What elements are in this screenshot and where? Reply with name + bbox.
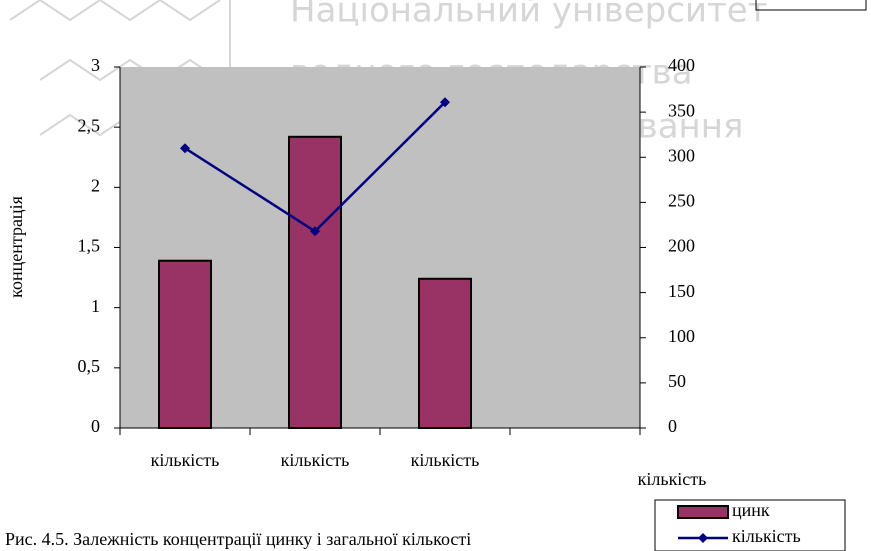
legend-swatch xyxy=(677,505,729,519)
y2-tick-label: 100 xyxy=(668,326,695,346)
y2-tick-label: 150 xyxy=(668,281,695,301)
watermark: Національний університет xyxy=(290,0,768,31)
y-tick-label: 1,5 xyxy=(78,236,101,256)
y2-tick-label: 200 xyxy=(668,236,695,256)
y2-tick-label: 400 xyxy=(668,55,695,75)
caption: Рис. 4.5. Залежність концентрації цинку … xyxy=(5,529,471,549)
marker xyxy=(440,97,450,108)
y-tick-label: 3 xyxy=(91,55,100,75)
x-tick-label: кількість xyxy=(411,450,480,470)
y-tick-label: 1 xyxy=(91,296,100,316)
y-tick-label: 2 xyxy=(91,175,100,195)
legend-label: кількість xyxy=(732,526,801,546)
bar xyxy=(418,277,472,429)
x-axis-title: кількість xyxy=(638,469,707,489)
y2-tick-label: 0 xyxy=(668,416,677,436)
marker xyxy=(310,226,320,237)
y2-tick-label: 250 xyxy=(668,191,695,211)
legend-label: цинк xyxy=(732,500,770,520)
bar xyxy=(288,135,342,429)
y-tick-label: 0,5 xyxy=(78,356,101,376)
y2-tick-label: 350 xyxy=(668,100,695,120)
bar xyxy=(158,259,212,429)
legend-marker xyxy=(698,533,708,543)
frame xyxy=(755,0,867,11)
y2-tick-label: 300 xyxy=(668,145,695,165)
y-tick-label: 0 xyxy=(91,416,100,436)
y2-tick-label: 50 xyxy=(668,371,686,391)
y-axis-title: концентрація xyxy=(6,196,26,298)
x-tick-label: кількість xyxy=(151,450,220,470)
y-tick-label: 2,5 xyxy=(78,115,101,135)
marker xyxy=(180,143,190,154)
x-tick-label: кількість xyxy=(281,450,350,470)
